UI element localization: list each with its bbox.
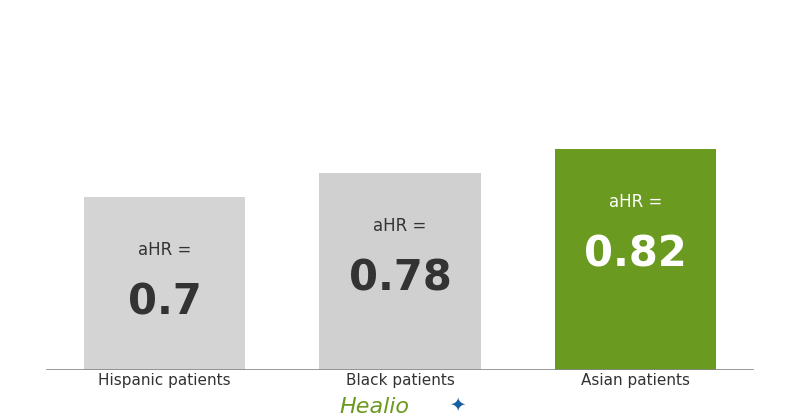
Text: Asian patients: Asian patients — [581, 373, 690, 388]
Text: use compared with white patients:: use compared with white patients: — [168, 80, 632, 104]
Text: 0.78: 0.78 — [349, 257, 451, 299]
Text: Adjusted rate of invasive ventilation: Adjusted rate of invasive ventilation — [157, 29, 643, 53]
FancyBboxPatch shape — [83, 197, 246, 370]
Text: Black patients: Black patients — [346, 373, 454, 388]
FancyBboxPatch shape — [319, 173, 481, 370]
Text: Hispanic patients: Hispanic patients — [98, 373, 230, 388]
Text: Healio: Healio — [339, 397, 410, 417]
Text: aHR =: aHR = — [138, 241, 191, 259]
Text: aHR =: aHR = — [374, 217, 426, 235]
Text: 0.7: 0.7 — [127, 281, 202, 323]
Text: 0.82: 0.82 — [584, 234, 687, 276]
Text: ✦: ✦ — [450, 396, 466, 415]
Text: aHR =: aHR = — [609, 193, 662, 211]
FancyBboxPatch shape — [554, 150, 717, 370]
